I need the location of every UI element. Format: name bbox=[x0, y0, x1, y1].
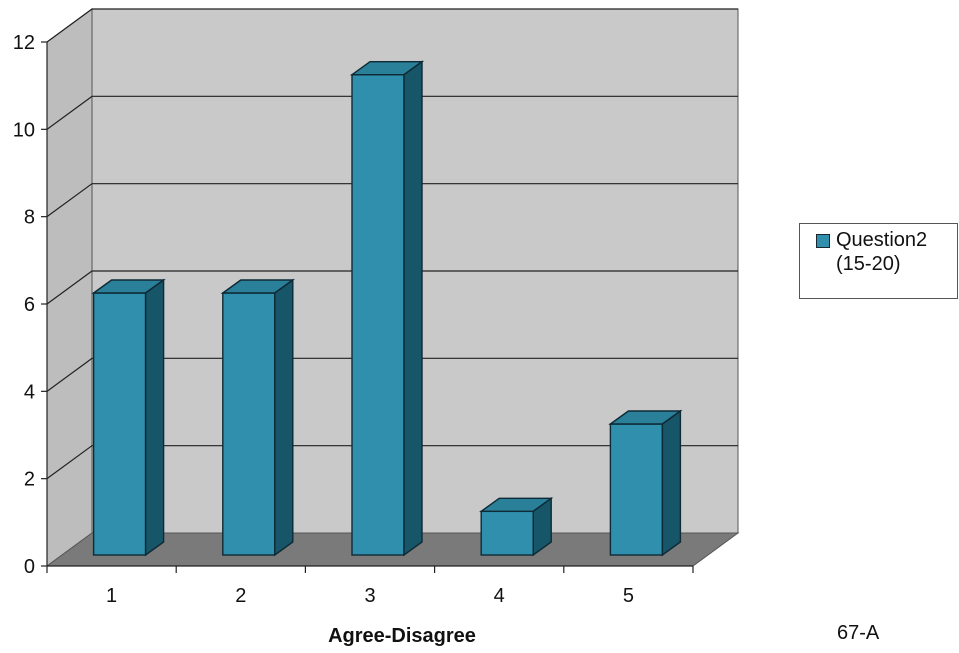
bar-side bbox=[661, 409, 682, 557]
gridline bbox=[46, 445, 738, 480]
gridline bbox=[46, 183, 738, 218]
page-code: 67-A bbox=[837, 622, 880, 644]
y-tick-label: 4 bbox=[24, 381, 35, 403]
y-tick-label: 0 bbox=[24, 556, 35, 578]
gridline bbox=[46, 8, 738, 43]
bar-side bbox=[274, 278, 294, 557]
bar bbox=[479, 496, 554, 557]
x-tick-label: 1 bbox=[106, 585, 117, 607]
gridline bbox=[46, 357, 738, 392]
y-tick-label: 10 bbox=[13, 119, 35, 141]
y-tick-label: 12 bbox=[13, 32, 35, 54]
bar-front bbox=[222, 292, 276, 556]
legend-swatch bbox=[816, 234, 830, 248]
legend: Question2 (15-20) bbox=[799, 223, 958, 299]
gridlines bbox=[46, 8, 738, 480]
bar bbox=[608, 409, 683, 557]
x-tick-label: 2 bbox=[235, 585, 246, 607]
x-tick-label: 5 bbox=[623, 585, 634, 607]
gridline bbox=[46, 270, 738, 305]
bar-side bbox=[144, 278, 165, 557]
legend-label: Question2 (15-20) bbox=[836, 229, 928, 275]
bar-side bbox=[403, 60, 423, 557]
gridline bbox=[46, 95, 738, 130]
bar-front bbox=[480, 510, 534, 556]
y-tick-label: 2 bbox=[24, 469, 35, 491]
y-tick-label: 8 bbox=[24, 207, 35, 229]
bar bbox=[349, 60, 425, 557]
x-axis-title: Agree-Disagree bbox=[328, 625, 476, 647]
bar-front bbox=[609, 423, 664, 556]
x-tick-label: 3 bbox=[364, 585, 375, 607]
y-tick-label: 6 bbox=[24, 294, 35, 316]
bar bbox=[220, 278, 295, 557]
bar-side bbox=[532, 496, 552, 557]
x-tick-label: 4 bbox=[494, 585, 505, 607]
bar bbox=[91, 278, 166, 557]
bars bbox=[91, 60, 683, 557]
bar-front bbox=[92, 292, 147, 556]
bar-front bbox=[351, 73, 405, 556]
